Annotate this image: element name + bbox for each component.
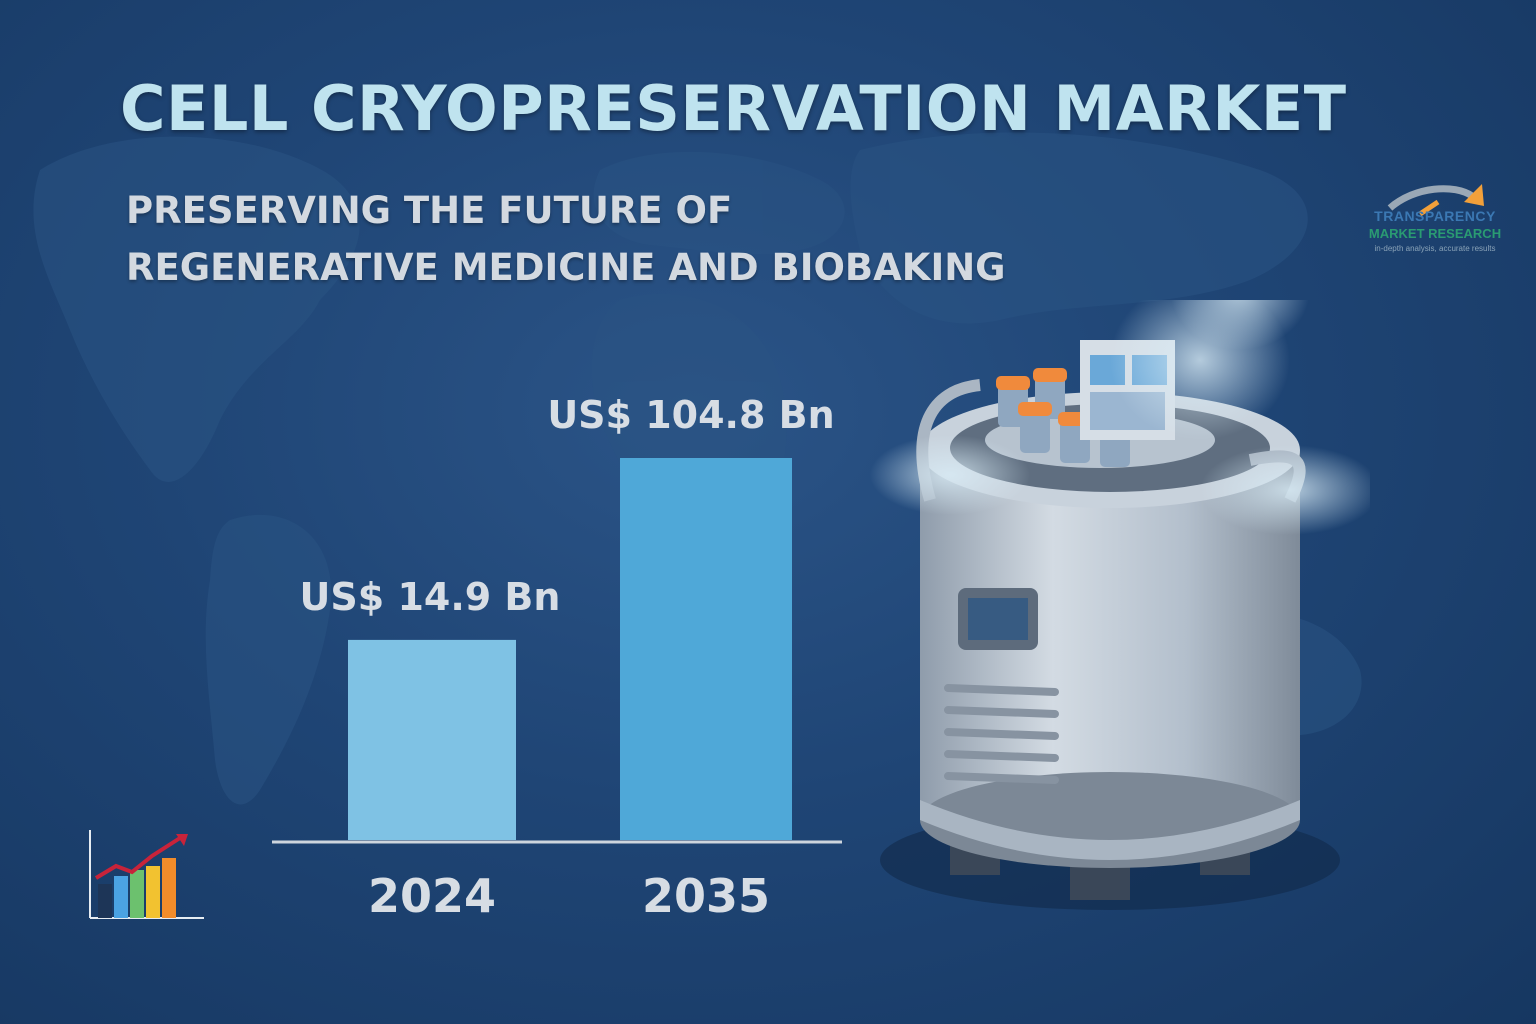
logo-text-line-2: MARKET RESEARCH [1368,226,1502,241]
logo-arrow-icon [1387,184,1484,217]
cryo-tank-illustration [870,300,1370,910]
page-subtitle: PRESERVING THE FUTURE OF REGENERATIVE ME… [126,182,1006,296]
subtitle-line-2: REGENERATIVE MEDICINE AND BIOBAKING [126,246,1006,289]
bar-2024 [348,639,516,840]
category-label-2035: 2035 [642,869,770,923]
growth-chart-icon [89,830,204,919]
category-label-2024: 2024 [368,869,496,923]
page-title: CELL CRYOPRESERVATION MARKET [120,72,1347,145]
value-label-2024: US$ 14.9 Bn [300,575,561,619]
bar-2035 [620,458,792,840]
value-label-2035: US$ 104.8 Bn [547,393,834,437]
company-logo: TRANSPARENCY MARKET RESEARCH in-depth an… [1360,178,1510,288]
logo-tagline: in-depth analysis, accurate results [1374,244,1496,253]
subtitle-line-1: PRESERVING THE FUTURE OF [126,189,733,232]
logo-text-line-1: TRANSPARENCY [1374,208,1496,224]
